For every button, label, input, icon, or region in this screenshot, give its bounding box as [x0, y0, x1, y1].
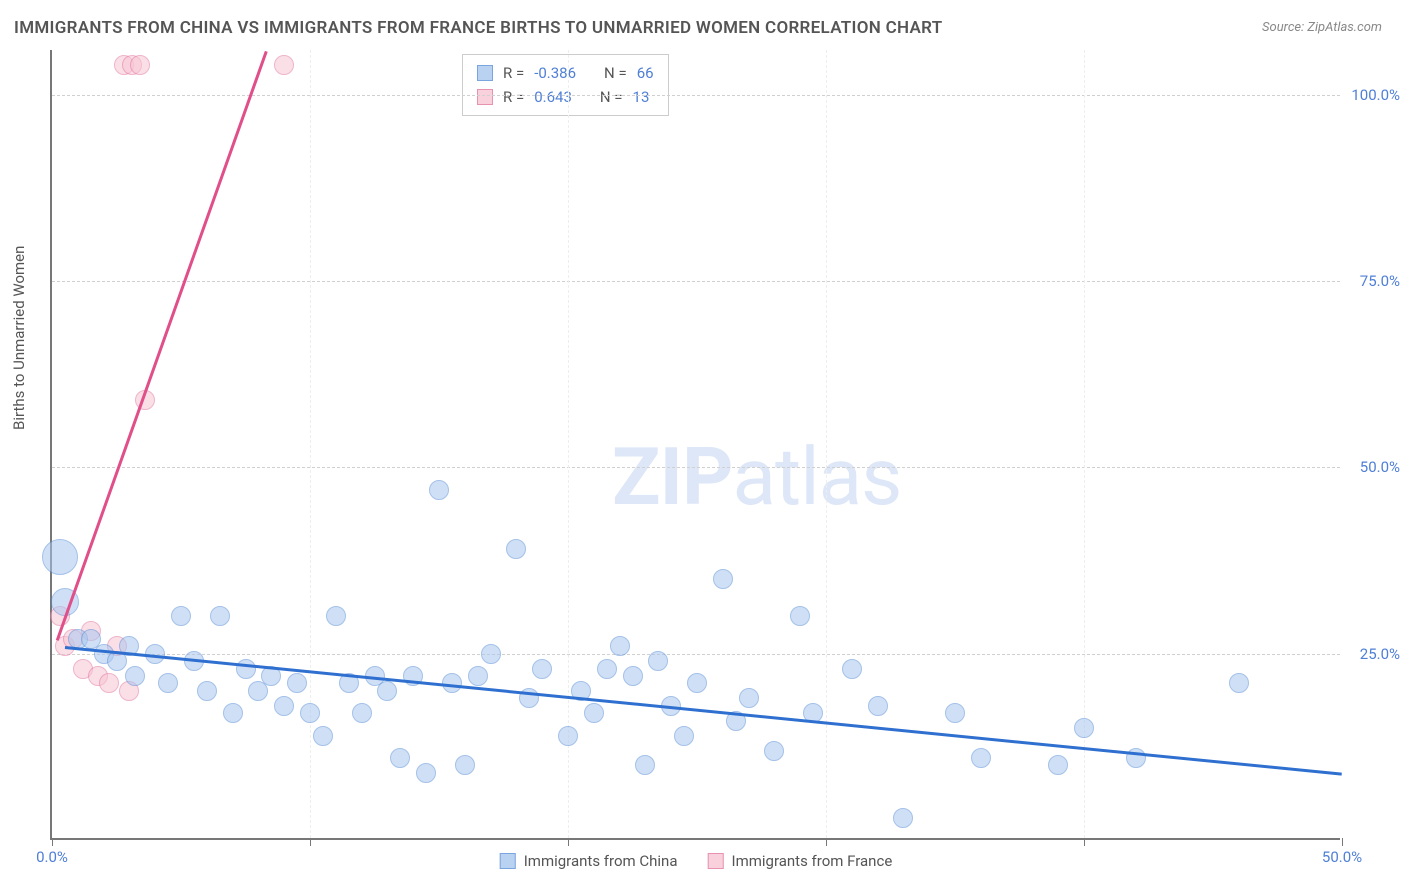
china-point [1229, 673, 1249, 693]
china-point [197, 681, 217, 701]
x-tickmark [52, 838, 53, 846]
series-legend: Immigrants from China Immigrants from Fr… [500, 852, 893, 870]
france-swatch [477, 89, 493, 105]
china-point [1048, 755, 1068, 775]
n-label: N = [604, 61, 627, 85]
france-r-value: 0.643 [534, 85, 572, 109]
x-tick-label: 0.0% [36, 848, 68, 866]
china-point [623, 666, 643, 686]
china-r-value: -0.386 [534, 61, 576, 85]
y-tick-label: 25.0% [1345, 645, 1400, 663]
gridline-v [568, 50, 569, 838]
china-point [416, 763, 436, 783]
source-attribution: Source: ZipAtlas.com [1262, 20, 1382, 35]
china-point [455, 755, 475, 775]
china-point [790, 606, 810, 626]
china-series-label: Immigrants from China [524, 852, 678, 870]
china-point [635, 755, 655, 775]
gridline-v [826, 50, 827, 838]
china-point [481, 644, 501, 664]
china-point [739, 688, 759, 708]
france-point [274, 55, 294, 75]
chart-title: IMMIGRANTS FROM CHINA VS IMMIGRANTS FROM… [14, 18, 943, 38]
china-trendline [65, 646, 1342, 775]
china-point [210, 606, 230, 626]
china-point [610, 636, 630, 656]
china-point [42, 539, 78, 575]
china-point [597, 659, 617, 679]
china-point [158, 673, 178, 693]
x-tickmark [1084, 838, 1085, 846]
n-label: N = [600, 85, 623, 109]
china-point [326, 606, 346, 626]
china-swatch [500, 853, 516, 869]
china-point [300, 703, 320, 723]
y-axis-label: Births to Unmarried Women [10, 246, 28, 430]
china-point [223, 703, 243, 723]
x-tickmark [1342, 838, 1343, 846]
gridline-h [52, 281, 1340, 282]
x-tickmark [310, 838, 311, 846]
france-swatch [707, 853, 723, 869]
china-point [893, 808, 913, 828]
france-trendline [56, 51, 267, 641]
y-tick-label: 50.0% [1345, 458, 1400, 476]
china-point [558, 726, 578, 746]
china-point [468, 666, 488, 686]
china-point [125, 666, 145, 686]
watermark: ZIPatlas [612, 430, 901, 524]
china-point [274, 696, 294, 716]
china-point [171, 606, 191, 626]
china-point [674, 726, 694, 746]
gridline-h [52, 95, 1340, 96]
china-point [287, 673, 307, 693]
china-point [532, 659, 552, 679]
china-point [713, 569, 733, 589]
china-point [842, 659, 862, 679]
y-tick-label: 75.0% [1345, 272, 1400, 290]
china-swatch [477, 65, 493, 81]
scatter-plot: ZIPatlas R = -0.386 N = 66 R = 0.643 N =… [50, 50, 1340, 840]
china-point [236, 659, 256, 679]
china-n-value: 66 [637, 61, 654, 85]
china-point [868, 696, 888, 716]
china-point [390, 748, 410, 768]
x-tickmark [568, 838, 569, 846]
china-point [687, 673, 707, 693]
china-point [945, 703, 965, 723]
x-tick-label: 50.0% [1322, 848, 1362, 866]
y-tick-label: 100.0% [1345, 86, 1400, 104]
r-label: R = [503, 85, 524, 109]
france-point [99, 673, 119, 693]
china-point [584, 703, 604, 723]
china-point [971, 748, 991, 768]
gridline-h [52, 654, 1340, 655]
china-point [764, 741, 784, 761]
r-label: R = [503, 61, 524, 85]
china-point [352, 703, 372, 723]
france-series-label: Immigrants from France [731, 852, 892, 870]
china-point [1074, 718, 1094, 738]
gridline-h [52, 467, 1340, 468]
china-point [429, 480, 449, 500]
correlation-legend: R = -0.386 N = 66 R = 0.643 N = 13 [462, 54, 669, 116]
china-point [648, 651, 668, 671]
china-point [377, 681, 397, 701]
x-tickmark [826, 838, 827, 846]
france-n-value: 13 [633, 85, 650, 109]
france-point [130, 55, 150, 75]
china-point [506, 539, 526, 559]
china-point [313, 726, 333, 746]
